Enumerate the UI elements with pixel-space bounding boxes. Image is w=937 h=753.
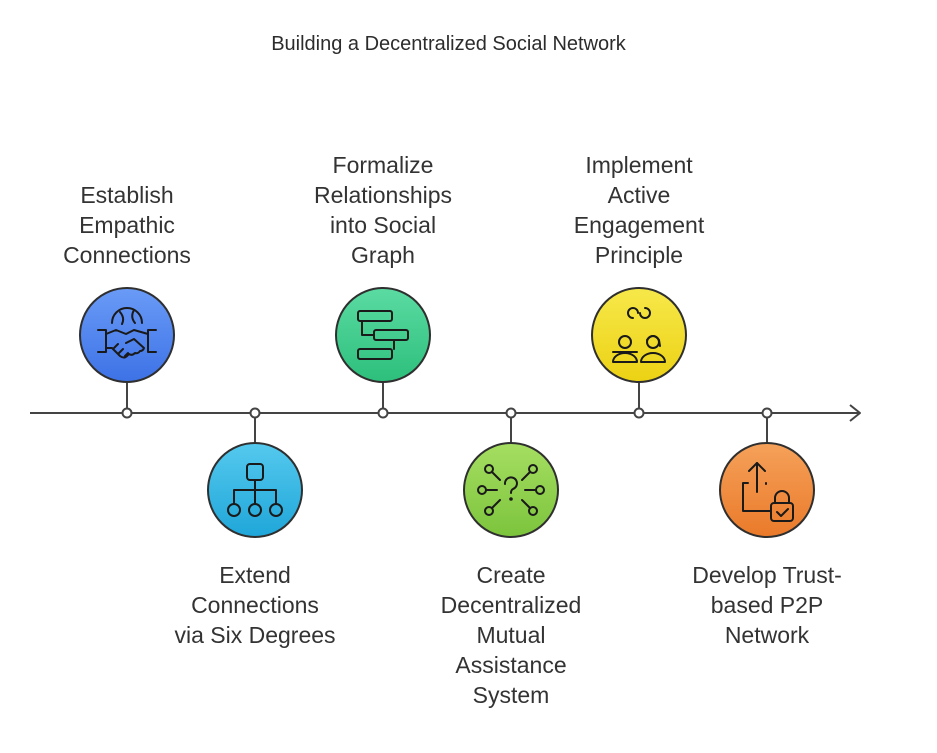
timeline-arrowhead xyxy=(849,404,861,422)
step-1-node xyxy=(79,287,175,419)
people-link-icon xyxy=(612,307,666,363)
step-5-circle xyxy=(591,287,687,383)
step-2-label: Extend Connections via Six Degrees xyxy=(174,562,336,648)
step-3-circle xyxy=(335,287,431,383)
flowchart-icon xyxy=(357,310,409,360)
hierarchy-icon xyxy=(227,463,283,517)
step-6-label: Develop Trust- based P2P Network xyxy=(692,562,842,648)
step-3-label: Formalize Relationships into Social Grap… xyxy=(313,152,453,268)
step-6-node xyxy=(719,407,815,538)
step-1-circle xyxy=(79,287,175,383)
upload-lock-icon xyxy=(742,462,794,522)
step-4-node xyxy=(463,407,559,538)
step-3-node xyxy=(335,287,431,419)
step-2-node xyxy=(207,407,303,538)
diagram-title: Building a Decentralized Social Network xyxy=(271,33,626,55)
step-5-node xyxy=(591,287,687,419)
step-5-label: Implement Active Engagement Principle xyxy=(573,152,705,268)
handshake-globe-icon xyxy=(97,307,157,359)
step-1-label: Establish Empathic Connections xyxy=(63,182,191,268)
step-6-circle xyxy=(719,442,815,538)
step-4-label: Create Decentralized Mutual Assistance S… xyxy=(440,562,582,708)
network-question-icon xyxy=(477,464,545,516)
